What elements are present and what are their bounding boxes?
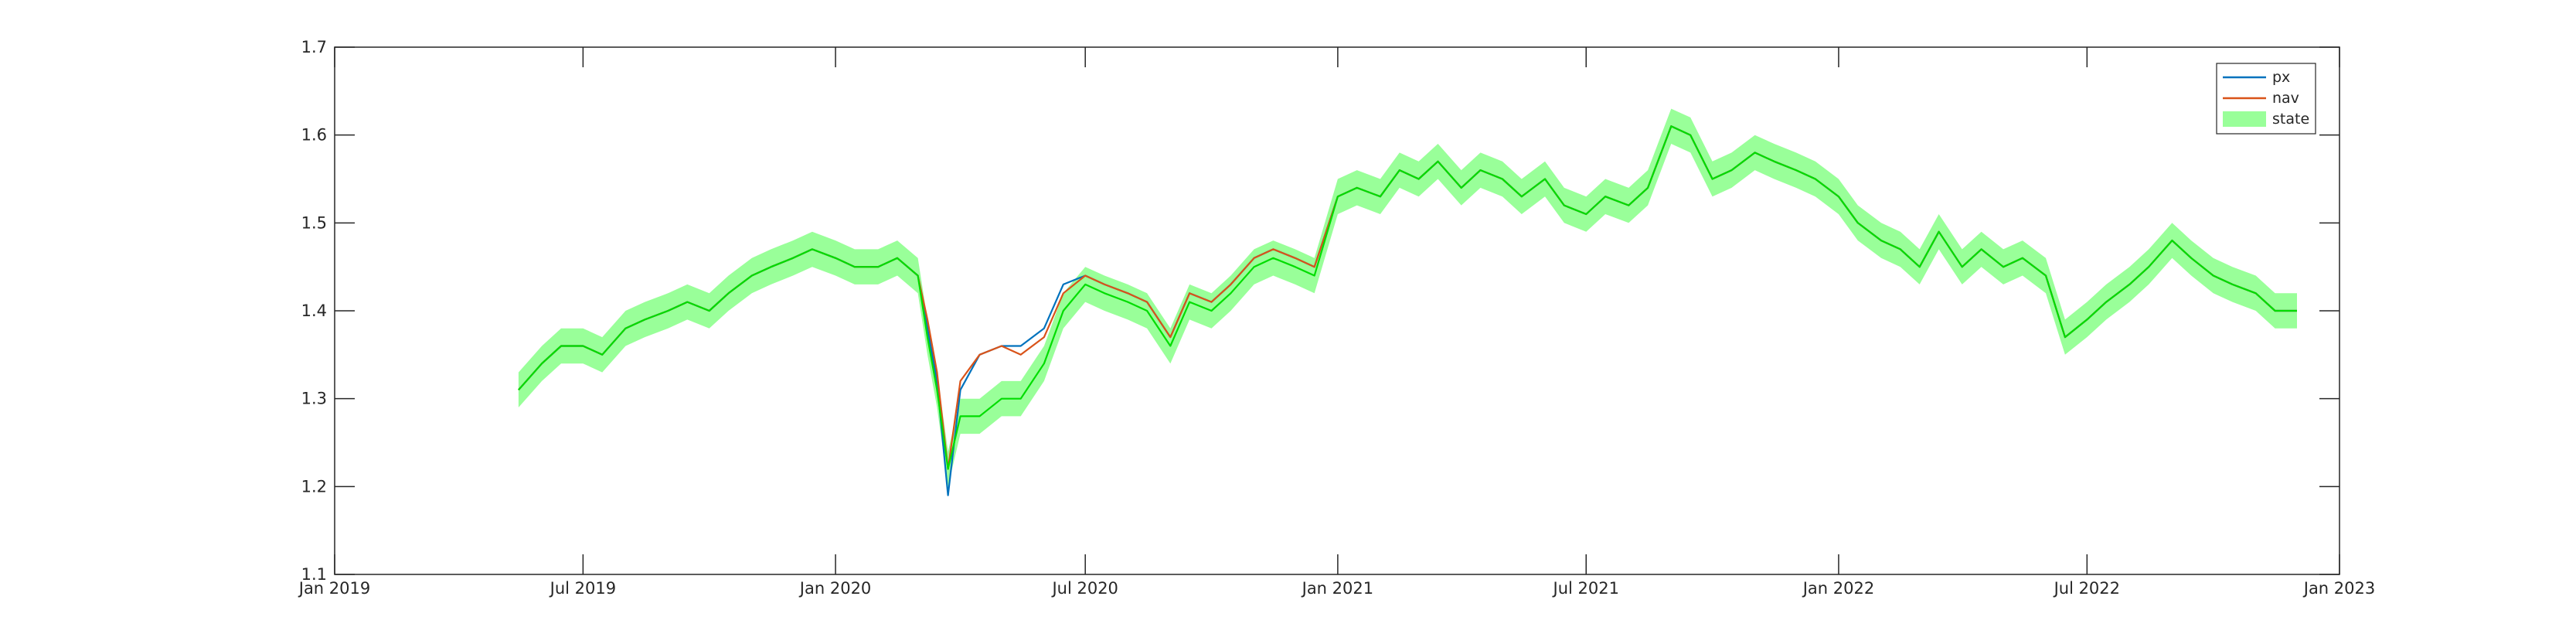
y-tick-label: 1.6 [301, 126, 327, 145]
x-tick-label: Jan 2019 [298, 579, 371, 598]
y-tick-label: 1.4 [301, 302, 327, 320]
x-tick-label: Jul 2019 [549, 579, 616, 598]
x-tick-label: Jan 2020 [798, 579, 872, 598]
y-tick-label: 1.3 [301, 390, 327, 408]
legend-swatch-state [2223, 111, 2266, 127]
y-tick-label: 1.2 [301, 477, 327, 496]
x-tick-label: Jan 2022 [1802, 579, 1875, 598]
axis-ticks-layer: 1.1 1.2 1.3 1.4 1.5 1.6 1.7 Jan 2019 Jul 2019 Jan… [298, 38, 2376, 598]
legend-label-nav: nav [2272, 90, 2299, 107]
legend-label-px: px [2272, 69, 2290, 86]
y-tick-label: 1.5 [301, 213, 327, 232]
x-tick-label: Jul 2021 [1552, 579, 1619, 598]
series-line-state [518, 125, 2297, 470]
x-tick-label: Jan 2021 [1301, 579, 1374, 598]
state-band-layer [518, 108, 2298, 487]
y-tick-label: 1.1 [301, 565, 327, 584]
state-confidence-band [518, 108, 2298, 487]
x-tick-label: Jul 2020 [1050, 579, 1118, 598]
legend: px nav state [2216, 63, 2316, 135]
y-tick-label: 1.7 [301, 38, 327, 56]
x-tick-label: Jan 2023 [2302, 579, 2376, 598]
series-lines-layer [518, 125, 2297, 496]
legend-label-state: state [2272, 111, 2309, 128]
x-tick-label: Jul 2022 [2053, 579, 2120, 598]
